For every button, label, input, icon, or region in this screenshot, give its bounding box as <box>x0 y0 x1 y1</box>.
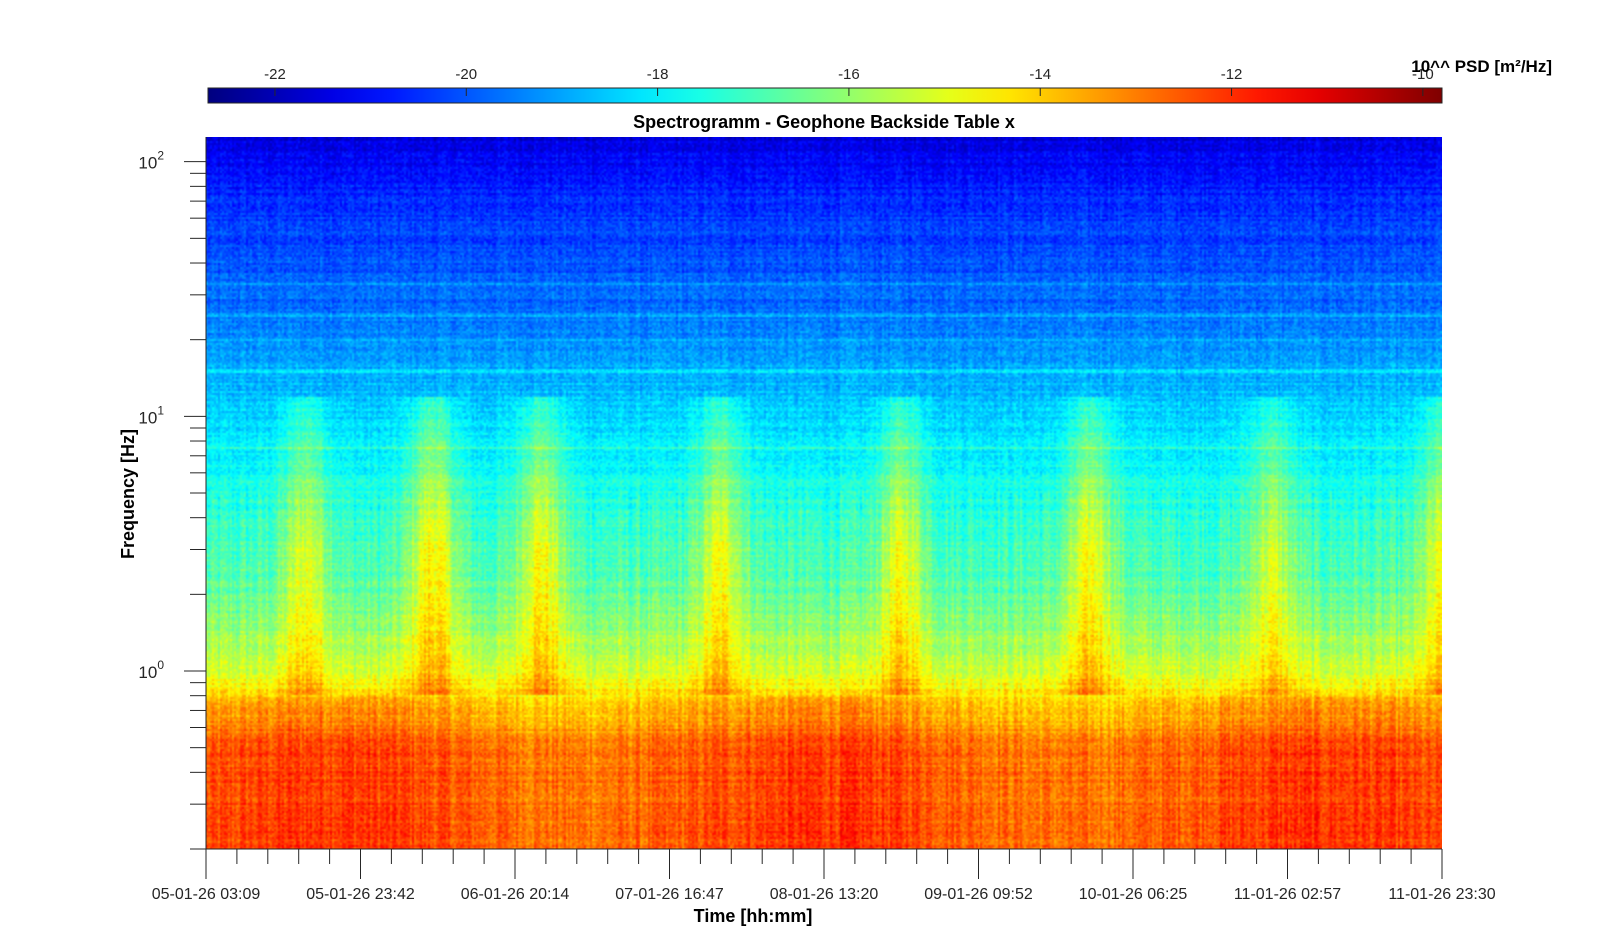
y-tick-exponent: 2 <box>157 149 164 163</box>
colorbar-ticks: -22 -20 -18 -16 -14 -12 -10 <box>264 66 1434 96</box>
y-tick-base: 10 <box>138 154 157 173</box>
colorbar-gradient <box>207 87 1443 104</box>
colorbar-tick-label: -20 <box>455 66 477 83</box>
x-axis: 05-01-26 03:09 05-01-26 23:42 06-01-26 20:… <box>152 848 1496 903</box>
colorbar-tick-label: -18 <box>647 66 669 83</box>
x-tick-label: 05-01-26 03:09 <box>152 886 261 903</box>
x-tick-label: 11-01-26 23:30 <box>1388 886 1495 903</box>
chart-title: Spectrogramm - Geophone Backside Table x <box>633 112 1015 132</box>
colorbar-tick-label: -16 <box>838 66 860 83</box>
y-tick-label: 102 <box>138 149 164 173</box>
x-tick-label: 07-01-26 16:47 <box>615 886 724 903</box>
colorbar-tick-label: -14 <box>1029 66 1051 83</box>
x-tick-label: 08-01-26 13:20 <box>770 886 879 903</box>
x-tick-label: 06-01-26 20:14 <box>461 886 570 903</box>
x-tick-label: 11-01-26 02:57 <box>1234 886 1341 903</box>
colorbar-tick-label: -12 <box>1221 66 1243 83</box>
y-tick-exponent: 0 <box>157 658 164 672</box>
y-tick-base: 10 <box>138 663 157 682</box>
x-tick-label: 09-01-26 09:52 <box>924 886 1033 903</box>
y-tick-base: 10 <box>138 408 157 427</box>
y-tick-label: 101 <box>138 403 164 427</box>
colorbar-tick-label: -22 <box>264 66 286 83</box>
colorbar-label: 10^^ PSD [m²/Hz] <box>1411 57 1552 76</box>
y-axis-label: Frequency [Hz] <box>118 429 138 559</box>
colorbar: -22 -20 -18 -16 -14 -12 -10 10^^ PSD [m²/Hz] <box>207 57 1552 104</box>
y-tick-exponent: 1 <box>157 403 164 417</box>
y-tick-label: 100 <box>138 658 164 682</box>
x-axis-label: Time [hh:mm] <box>694 906 813 926</box>
x-tick-label: 05-01-26 23:42 <box>306 886 415 903</box>
x-tick-label: 10-01-26 06:25 <box>1079 886 1188 903</box>
colorbar-tick-label: -10 <box>1412 66 1434 83</box>
spectrogram-heatmap <box>206 137 1442 849</box>
